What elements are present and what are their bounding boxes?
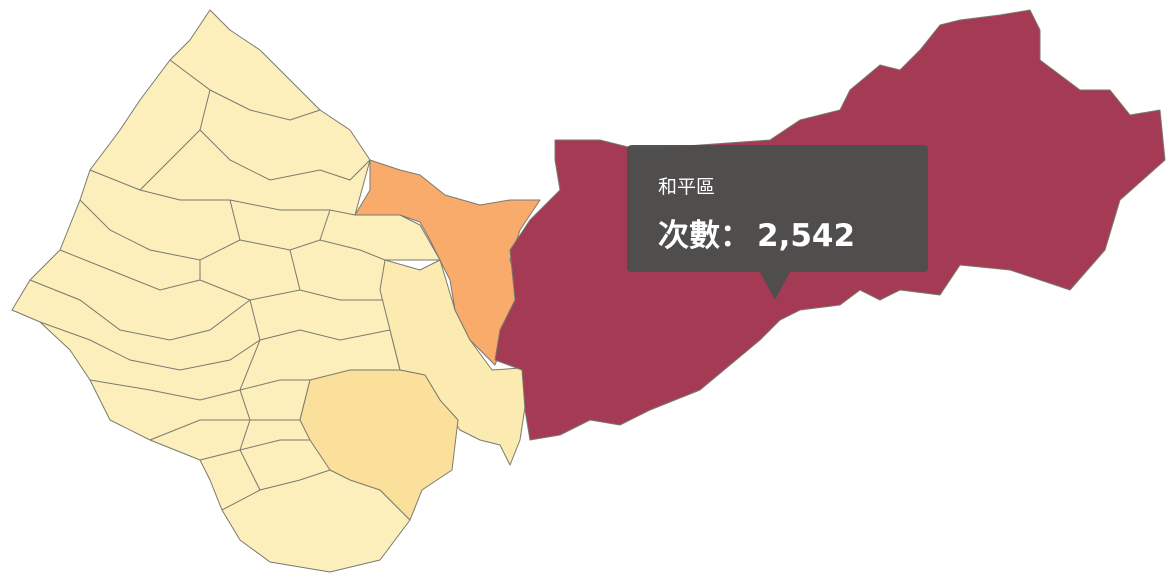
district: [299, 369, 459, 521]
tooltip-label: 次數：: [658, 218, 751, 254]
district-borders: [29, 59, 391, 511]
tooltip: 和平區 次數： 2,542: [627, 145, 928, 300]
tooltip-box: [627, 145, 928, 300]
tooltip-title: 和平區: [658, 176, 715, 198]
tooltip-number: 2,542: [757, 218, 855, 254]
tooltip-value: 次數： 2,542: [658, 218, 855, 254]
district: [11, 9, 441, 573]
